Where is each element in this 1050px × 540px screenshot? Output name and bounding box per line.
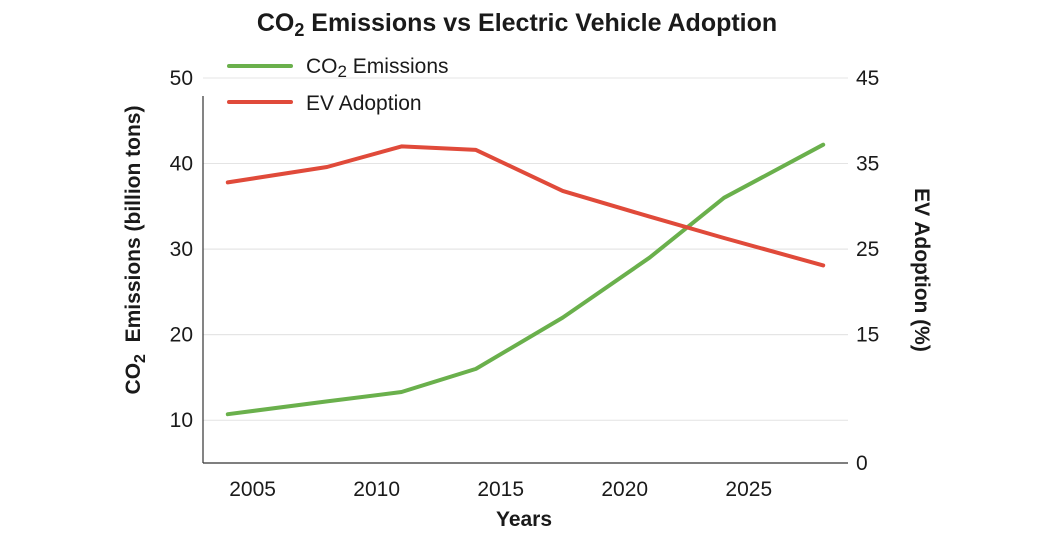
legend-label-co2-subscript: 2 bbox=[338, 62, 347, 81]
left-axis-ticks: 10 20 30 40 50 bbox=[170, 67, 193, 432]
right-axis-ticks: 0 15 25 35 45 bbox=[856, 67, 879, 475]
chart-title-prefix: CO bbox=[257, 9, 295, 37]
x-tick-label: 2020 bbox=[601, 478, 648, 501]
x-tick-label: 2005 bbox=[229, 478, 276, 501]
legend-label-ev: EV Adoption bbox=[306, 92, 422, 115]
gridlines bbox=[203, 77, 848, 421]
legend-label-co2-rest: Emissions bbox=[347, 55, 449, 78]
left-tick-label: 50 bbox=[170, 67, 193, 90]
right-tick-label: 35 bbox=[856, 153, 879, 176]
left-axis-title-subscript: 2 bbox=[132, 354, 149, 363]
legend-label-co2: CO2 Emissions bbox=[306, 55, 449, 81]
right-tick-label: 0 bbox=[856, 452, 868, 475]
x-tick-label: 2015 bbox=[477, 478, 524, 501]
legend-label-co2-prefix: CO bbox=[306, 55, 338, 78]
left-tick-label: 40 bbox=[170, 153, 193, 176]
left-tick-label: 30 bbox=[170, 238, 193, 261]
x-axis-title: Years bbox=[496, 508, 552, 531]
right-tick-label: 15 bbox=[856, 324, 879, 347]
chart-title: CO2 Emissions vs Electric Vehicle Adopti… bbox=[257, 9, 777, 40]
series-line-co2-emissions bbox=[225, 142, 826, 417]
left-axis-title-rest: Emissions (billion tons) bbox=[122, 106, 145, 355]
right-tick-label: 45 bbox=[856, 67, 879, 90]
left-axis-title-prefix: CO bbox=[122, 363, 145, 395]
left-tick-label: 20 bbox=[170, 324, 193, 347]
chart-title-subscript: 2 bbox=[294, 20, 304, 40]
left-tick-label: 10 bbox=[170, 409, 193, 432]
legend: CO2 Emissions EV Adoption bbox=[227, 55, 449, 115]
left-axis-title: CO2 Emissions (billion tons) bbox=[122, 106, 149, 395]
x-axis-ticks: 2005 2010 2015 2020 2025 bbox=[229, 478, 772, 501]
series-line-ev-adoption bbox=[225, 144, 826, 268]
right-tick-label: 25 bbox=[856, 238, 879, 261]
series-lines bbox=[225, 142, 826, 417]
x-tick-label: 2010 bbox=[353, 478, 400, 501]
axes bbox=[202, 96, 848, 464]
right-axis-title: EV Adoption (%) bbox=[910, 188, 933, 352]
x-tick-label: 2025 bbox=[725, 478, 772, 501]
chart-title-rest: Emissions vs Electric Vehicle Adoption bbox=[304, 9, 777, 37]
